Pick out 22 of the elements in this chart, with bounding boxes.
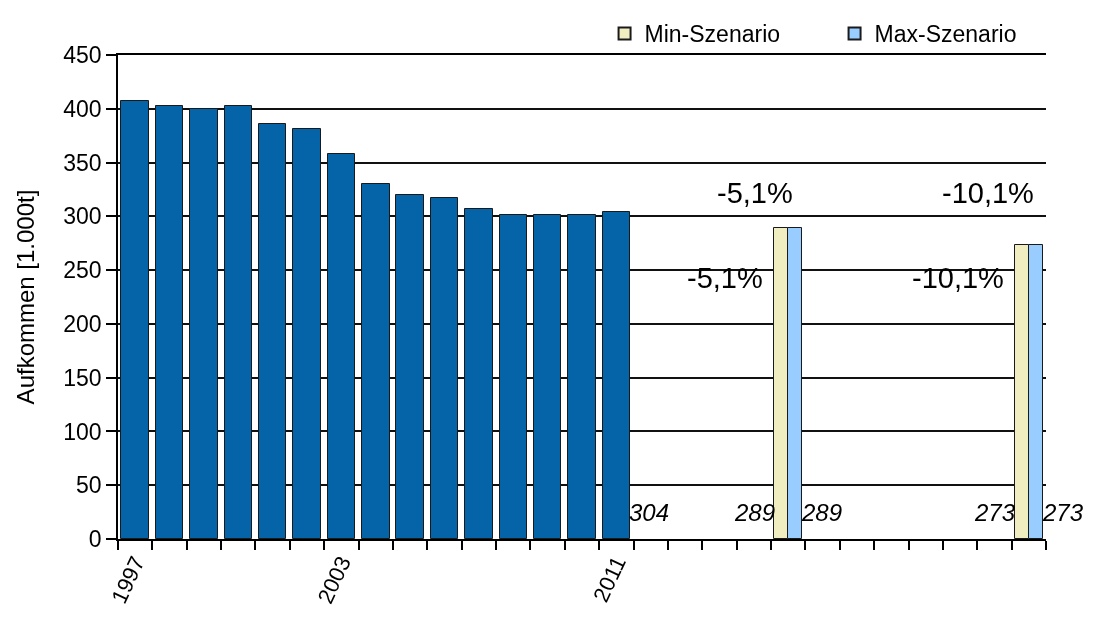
y-tick-label: 300 <box>63 203 102 230</box>
x-tick-label: 1997 <box>106 552 150 608</box>
y-tick-label: 250 <box>63 257 102 284</box>
y-axis-title: Aufkommen [1.000t] <box>11 189 39 405</box>
data-label: 289 <box>801 499 843 526</box>
y-tick-label: 200 <box>63 310 102 337</box>
y-tick-label: 400 <box>63 95 102 122</box>
legend-label: Min-Szenario <box>644 21 781 48</box>
legend-label: Max-Szenario <box>874 21 1017 48</box>
annotation: -5,1% <box>687 262 763 294</box>
annotation: -10,1% <box>912 262 1004 294</box>
y-tick-label: 450 <box>63 42 102 69</box>
x-tick-label: 2011 <box>588 552 631 606</box>
y-tick-label: 150 <box>63 364 102 391</box>
data-label: 273 <box>1042 499 1084 526</box>
annotation: -5,1% <box>717 177 793 209</box>
y-tick-label: 100 <box>63 418 102 445</box>
x-tick-label: 2003 <box>312 552 356 608</box>
annotation: -10,1% <box>942 177 1034 209</box>
y-tick-label: 50 <box>76 472 102 499</box>
y-tick-label: 350 <box>63 149 102 176</box>
y-tick-label: 0 <box>88 526 102 553</box>
